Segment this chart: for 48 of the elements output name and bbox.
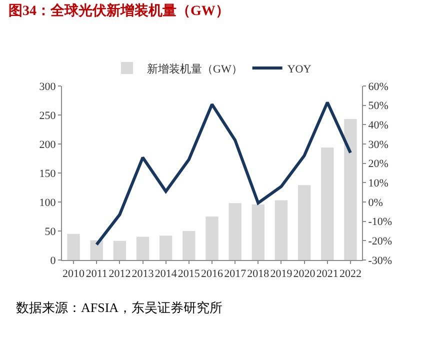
y-tick-label: 200 [39, 138, 56, 151]
bar [182, 231, 196, 260]
y2-tick-label: 40% [368, 120, 388, 132]
x-tick-label: 2017 [224, 268, 247, 280]
y2-tick-label: 50% [368, 100, 388, 112]
source-note: 数据来源：AFSIA，东吴证券研究所 [16, 300, 223, 315]
bar [136, 236, 150, 260]
x-tick-label: 2013 [132, 268, 154, 280]
bar [228, 203, 242, 260]
bar [90, 240, 103, 260]
y2-tick-label: 0% [368, 196, 383, 209]
y-tick-label: 50 [44, 226, 56, 238]
y-tick-label: 150 [39, 168, 56, 180]
x-tick-label: 2016 [201, 268, 224, 280]
bar [206, 216, 218, 260]
bar [113, 240, 126, 260]
bar [298, 185, 311, 260]
y2-tick-label: -30% [368, 254, 392, 267]
y2-tick-label: 20% [368, 158, 388, 170]
x-tick-label: 2015 [178, 268, 200, 280]
y-tick-label: 300 [39, 80, 56, 93]
x-tick-label: 2010 [62, 268, 86, 280]
bar [344, 119, 357, 260]
line-series [95, 100, 352, 246]
x-tick-label: 2021 [316, 268, 338, 280]
y2-tick-label: 10% [368, 178, 388, 190]
y2-tick-label: 60% [368, 80, 388, 93]
x-tick-label: 2022 [339, 268, 362, 280]
bar [67, 234, 80, 260]
x-tick-label: 2012 [108, 268, 131, 280]
bar [274, 200, 288, 260]
y2-tick-label: -20% [368, 236, 392, 248]
x-tick-label: 2018 [247, 268, 270, 280]
legend-label: 新增装机量（GW） [147, 62, 242, 76]
y-tick-label: 100 [39, 196, 56, 209]
x-tick-label: 2020 [293, 268, 316, 280]
legend-label: YOY [287, 63, 312, 76]
bar [160, 236, 172, 260]
y-tick-label: 0 [50, 254, 56, 267]
x-tick-label: 2019 [270, 268, 293, 280]
x-tick-label: 2011 [86, 268, 108, 280]
x-tick-label: 2014 [154, 268, 178, 280]
y2-tick-label: 30% [368, 138, 388, 151]
bar [321, 147, 334, 260]
y2-tick-label: -10% [368, 216, 392, 228]
bar [252, 204, 264, 260]
y-tick-label: 250 [39, 110, 56, 122]
chart-title: 图34：全球光伏新增装机量（GW） [8, 2, 230, 19]
